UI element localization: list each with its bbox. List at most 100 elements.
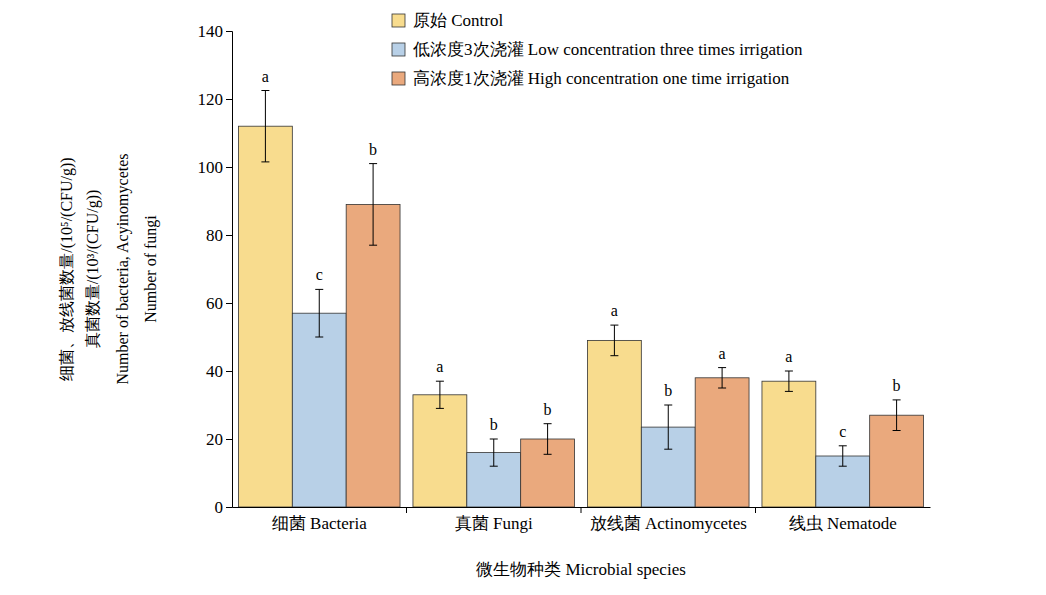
y-tick-mark bbox=[226, 507, 232, 508]
y-tick-mark bbox=[226, 371, 232, 372]
y-tick-mark bbox=[226, 167, 232, 168]
legend-swatch bbox=[392, 14, 405, 27]
significance-label: b bbox=[893, 377, 901, 394]
error-cap bbox=[664, 449, 672, 450]
error-line bbox=[788, 371, 789, 391]
bar bbox=[292, 313, 346, 507]
y-axis-line bbox=[226, 32, 233, 508]
error-cap bbox=[610, 355, 618, 356]
y-axis-title: Number of bacteria, Acyinomycetes bbox=[114, 153, 132, 384]
error-bar bbox=[436, 381, 444, 408]
significance-labels: aaaacbbcbbab bbox=[262, 68, 901, 440]
error-cap bbox=[490, 439, 498, 440]
significance-label: a bbox=[785, 348, 792, 365]
significance-label: a bbox=[719, 345, 726, 362]
y-tick: 80 bbox=[206, 226, 232, 245]
error-cap bbox=[718, 388, 726, 389]
significance-label: b bbox=[490, 416, 498, 433]
significance-label: b bbox=[664, 382, 672, 399]
y-tick-label: 40 bbox=[206, 362, 223, 381]
bar bbox=[413, 395, 467, 507]
group-separator bbox=[581, 507, 582, 513]
error-bar bbox=[261, 91, 269, 162]
error-bar bbox=[544, 424, 552, 455]
y-tick: 140 bbox=[198, 22, 233, 41]
error-bar bbox=[369, 164, 377, 246]
error-bar bbox=[839, 446, 847, 466]
error-cap bbox=[893, 430, 901, 431]
error-line bbox=[668, 405, 669, 449]
error-line bbox=[614, 325, 615, 356]
error-cap bbox=[436, 381, 444, 382]
y-tick-mark bbox=[226, 31, 232, 32]
bar bbox=[695, 378, 749, 507]
legend-label: 原始 Control bbox=[413, 11, 503, 30]
y-tick: 40 bbox=[206, 362, 232, 381]
y-tick-label: 120 bbox=[198, 90, 224, 109]
y-tick-mark bbox=[226, 99, 232, 100]
y-tick-mark bbox=[226, 303, 232, 304]
legend-label: 高浓度1次浇灌 High concentration one time irri… bbox=[413, 69, 790, 88]
error-bar bbox=[490, 439, 498, 466]
y-tick: 120 bbox=[198, 90, 233, 109]
significance-label: c bbox=[839, 423, 846, 440]
error-line bbox=[547, 424, 548, 455]
y-axis-title: 真菌数量/(10³/(CFU/g)) bbox=[84, 190, 102, 349]
error-cap bbox=[839, 466, 847, 467]
error-bar bbox=[315, 289, 323, 337]
x-tick-label: 细菌 Bacteria bbox=[272, 514, 367, 533]
error-cap bbox=[369, 245, 377, 246]
error-cap bbox=[315, 289, 323, 290]
bar bbox=[346, 204, 400, 507]
error-cap bbox=[436, 408, 444, 409]
bar bbox=[587, 340, 641, 507]
y-axis-title: Number of fungi bbox=[142, 215, 160, 323]
group-separator bbox=[406, 507, 407, 513]
error-line bbox=[265, 91, 266, 162]
legend-swatch bbox=[392, 72, 405, 85]
y-tick: 20 bbox=[206, 430, 232, 449]
x-tick-label: 真菌 Fungi bbox=[455, 514, 533, 533]
y-axis-title: 细菌、放线菌数量/(10⁵/(CFU/g)) bbox=[58, 157, 76, 380]
error-cap bbox=[544, 423, 552, 424]
group-separator bbox=[755, 507, 756, 513]
error-line bbox=[373, 164, 374, 246]
x-axis: 细菌 Bacteria 真菌 Fungi 放线菌 Actinomycetes 线虫 N… bbox=[233, 507, 931, 533]
bar-series bbox=[346, 164, 923, 507]
error-cap bbox=[315, 337, 323, 338]
bar bbox=[238, 126, 292, 507]
error-cap bbox=[718, 367, 726, 368]
y-tick-mark bbox=[226, 439, 232, 440]
x-axis-title: 微生物种类 Microbial species bbox=[476, 560, 686, 579]
significance-label: b bbox=[369, 141, 377, 158]
error-bar bbox=[893, 400, 901, 431]
plot-area bbox=[238, 91, 923, 508]
error-cap bbox=[664, 405, 672, 406]
y-tick-mark bbox=[226, 235, 232, 236]
error-line bbox=[842, 446, 843, 466]
x-tick: 放线菌 Actinomycetes bbox=[590, 507, 747, 533]
x-tick: 细菌 Bacteria bbox=[272, 507, 367, 533]
error-line bbox=[493, 439, 494, 466]
x-tick-label: 放线菌 Actinomycetes bbox=[590, 514, 747, 533]
error-cap bbox=[490, 466, 498, 467]
error-bar bbox=[664, 405, 672, 449]
error-cap bbox=[785, 391, 793, 392]
x-tick: 线虫 Nematode bbox=[789, 507, 897, 533]
significance-label: a bbox=[262, 68, 269, 85]
y-axis: 020406080100120140 bbox=[198, 22, 233, 517]
error-cap bbox=[544, 454, 552, 455]
error-bar bbox=[718, 368, 726, 388]
bar-series bbox=[238, 91, 815, 508]
error-bar bbox=[785, 371, 793, 391]
error-cap bbox=[785, 371, 793, 372]
error-line bbox=[896, 400, 897, 431]
significance-label: c bbox=[316, 266, 323, 283]
x-tick-label: 线虫 Nematode bbox=[789, 514, 897, 533]
y-tick-label: 60 bbox=[206, 294, 223, 313]
error-cap bbox=[610, 325, 618, 326]
chart: aaaacbbcbbab020406080100120140细菌 Bacteri… bbox=[0, 0, 1046, 595]
error-cap bbox=[369, 163, 377, 164]
y-tick-label: 20 bbox=[206, 430, 223, 449]
y-tick-label: 100 bbox=[198, 158, 224, 177]
